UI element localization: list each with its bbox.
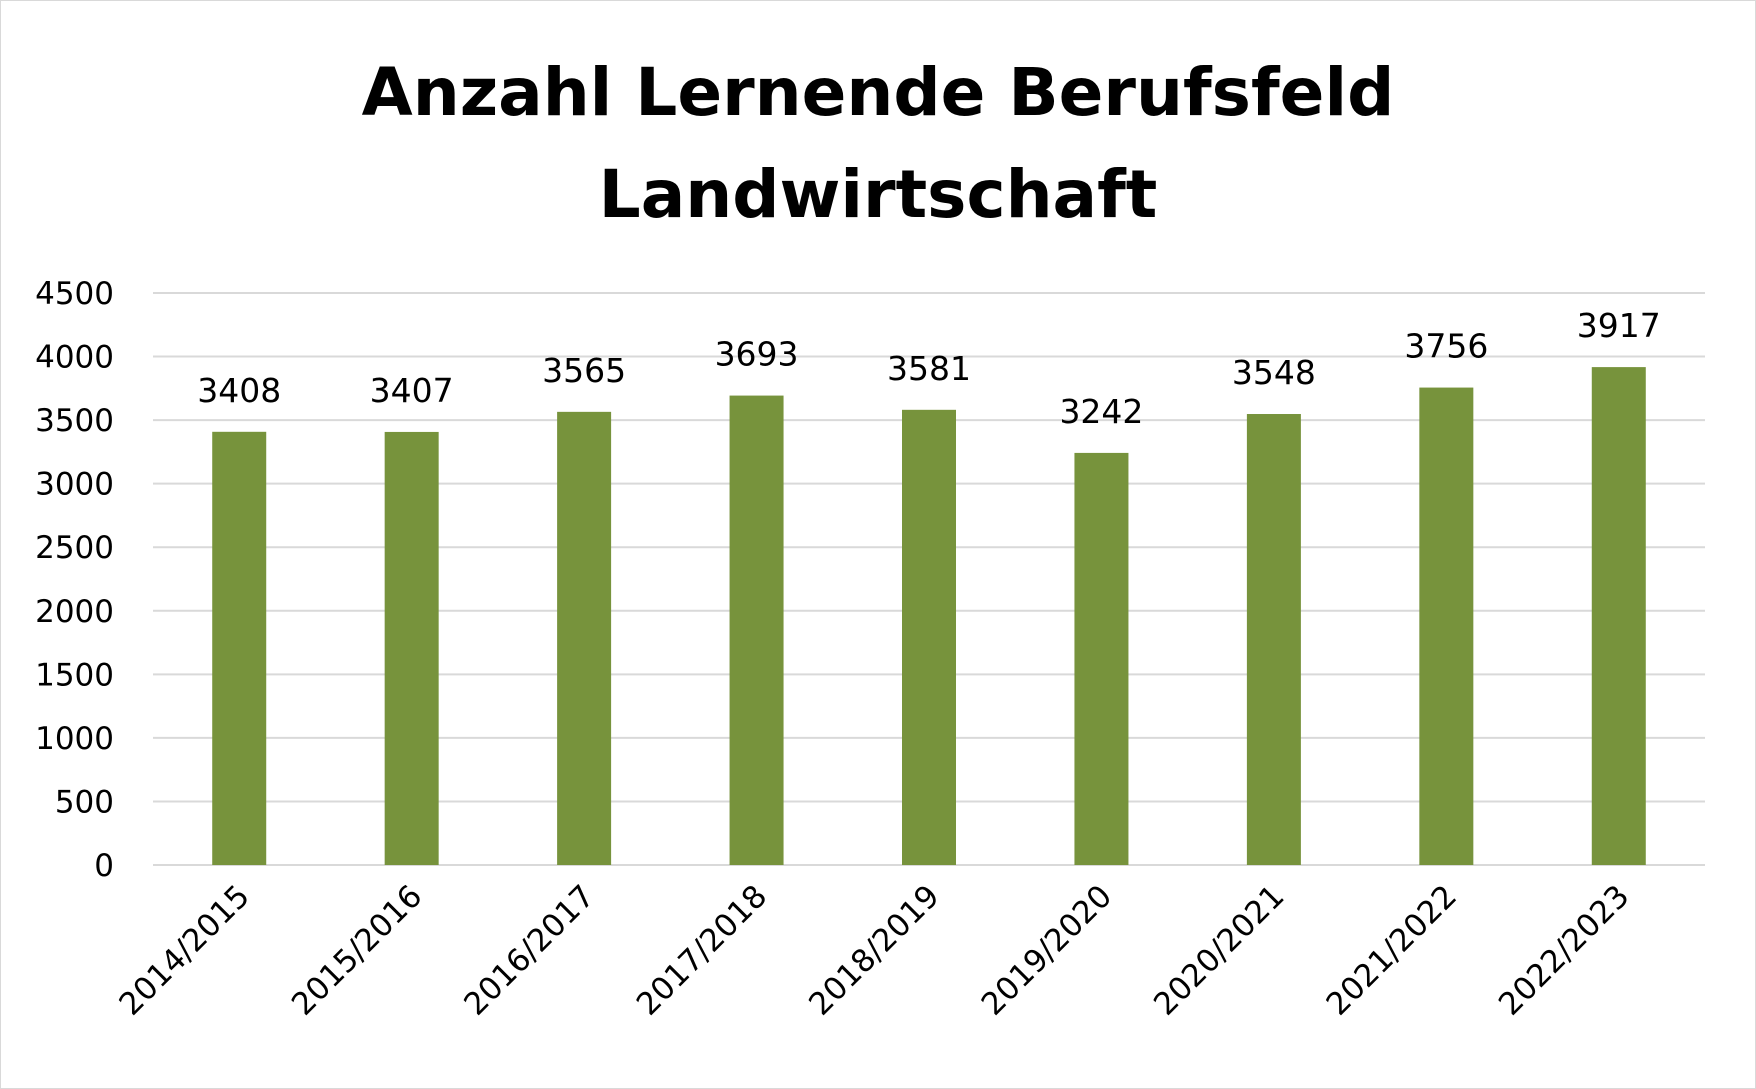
y-tick-label: 3000 [35, 467, 114, 503]
data-label: 3917 [1577, 306, 1661, 345]
y-tick-label: 0 [94, 848, 114, 884]
data-label: 3408 [197, 371, 281, 410]
data-label: 3407 [370, 371, 454, 410]
data-label: 3242 [1059, 392, 1143, 431]
data-label: 3565 [542, 351, 626, 390]
bar [1591, 367, 1646, 865]
x-axis-ticks: 2014/2015 2015/2016 2016/2017 2017/2018 2018… [112, 878, 1636, 1022]
y-tick-label: 500 [55, 784, 114, 820]
x-tick-label: 2015/2016 [285, 878, 429, 1022]
x-tick-label: 2017/2018 [630, 878, 774, 1022]
x-tick-label: 2014/2015 [112, 878, 256, 1022]
bar [1074, 452, 1129, 865]
y-axis-ticks: 0 500 1000 1500 2000 2500 3000 3500 4000 4500 [35, 276, 114, 884]
data-label: 3693 [715, 335, 799, 374]
x-tick-label: 2020/2021 [1147, 878, 1291, 1022]
chart-title: Anzahl Lernende Berufsfeld Landwirtschaf… [361, 54, 1395, 233]
x-tick-label: 2018/2019 [802, 878, 946, 1022]
y-tick-label: 2000 [35, 594, 114, 630]
bar [902, 409, 956, 865]
y-tick-label: 1000 [35, 721, 114, 757]
y-tick-label: 1500 [35, 657, 114, 693]
data-label: 3581 [887, 349, 971, 388]
bar [729, 395, 784, 865]
bars [212, 367, 1646, 865]
data-label: 3548 [1232, 353, 1316, 392]
bar [384, 431, 439, 865]
data-labels: 3408 3407 3565 3693 3581 3242 3548 3756 3917 [197, 306, 1661, 431]
y-tick-label: 4500 [35, 276, 114, 312]
bar [1419, 387, 1474, 865]
bar [1246, 414, 1301, 865]
data-label: 3756 [1404, 327, 1488, 366]
x-tick-label: 2016/2017 [457, 878, 601, 1022]
y-tick-label: 4000 [35, 340, 114, 376]
x-tick-label: 2019/2020 [975, 878, 1119, 1022]
y-tick-label: 3500 [35, 403, 114, 439]
y-tick-label: 2500 [35, 530, 114, 566]
x-tick-label: 2022/2023 [1492, 878, 1636, 1022]
bar [212, 431, 267, 865]
x-tick-label: 2021/2022 [1320, 878, 1464, 1022]
bar [557, 411, 612, 865]
